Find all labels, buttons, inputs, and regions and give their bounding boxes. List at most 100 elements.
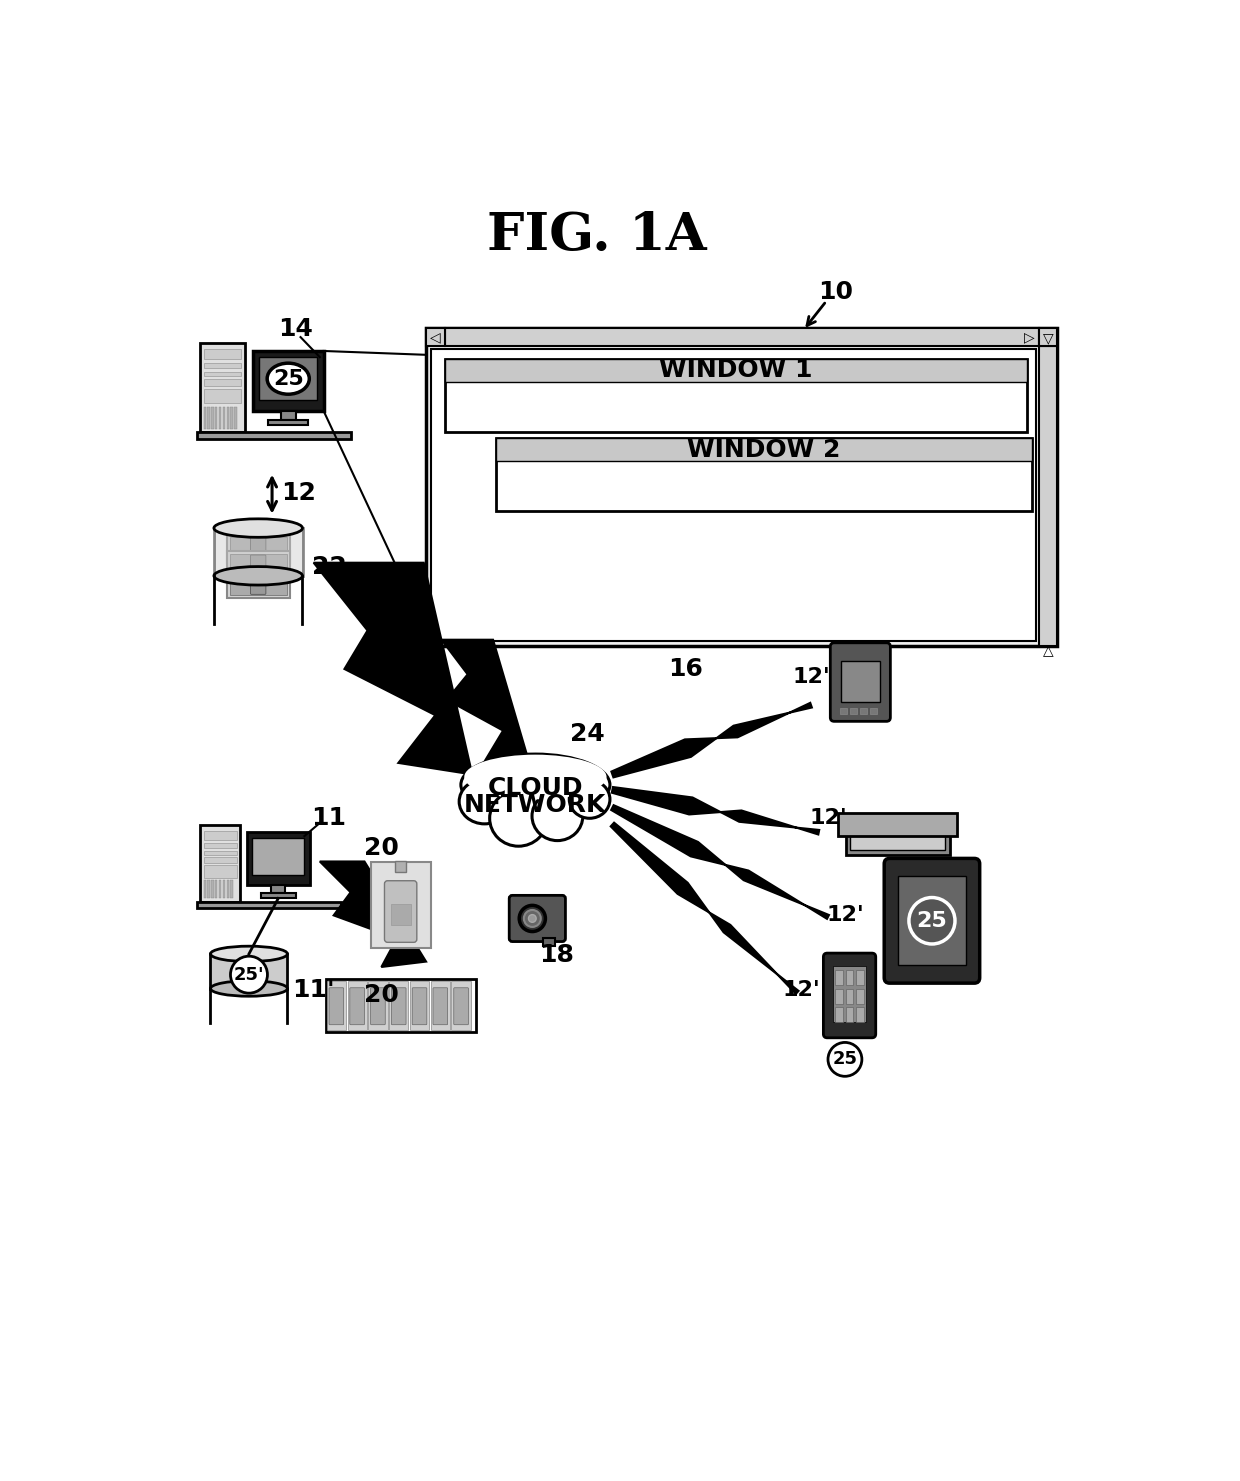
FancyBboxPatch shape <box>884 859 980 983</box>
Bar <box>869 708 877 714</box>
Text: 11': 11' <box>293 977 335 1003</box>
Bar <box>272 884 285 893</box>
FancyBboxPatch shape <box>250 555 265 576</box>
Bar <box>219 407 221 428</box>
Bar <box>444 327 1039 347</box>
Bar <box>205 372 242 376</box>
Polygon shape <box>611 703 812 778</box>
Bar <box>326 979 476 1032</box>
Bar <box>260 893 296 897</box>
Bar <box>444 358 1027 432</box>
Bar <box>543 939 556 946</box>
Circle shape <box>520 905 546 932</box>
Bar <box>207 407 210 428</box>
Circle shape <box>523 909 541 927</box>
Bar <box>427 327 444 347</box>
Bar <box>205 850 237 855</box>
Ellipse shape <box>215 567 303 585</box>
Text: 22: 22 <box>312 554 347 579</box>
Circle shape <box>828 1043 862 1077</box>
Bar <box>496 438 1032 461</box>
Bar <box>203 407 206 428</box>
FancyBboxPatch shape <box>831 643 890 721</box>
Bar <box>203 880 206 899</box>
FancyBboxPatch shape <box>392 988 405 1025</box>
Bar <box>205 390 242 403</box>
Bar <box>268 421 309 425</box>
Bar <box>389 980 408 1031</box>
Polygon shape <box>611 822 799 994</box>
Text: 14: 14 <box>278 317 312 342</box>
Text: ▽: ▽ <box>1043 330 1054 345</box>
Bar <box>197 432 351 438</box>
FancyBboxPatch shape <box>329 988 343 1025</box>
FancyBboxPatch shape <box>838 813 957 837</box>
Text: 25: 25 <box>832 1050 857 1068</box>
FancyBboxPatch shape <box>250 538 265 558</box>
Bar <box>326 980 346 1031</box>
Bar <box>205 843 237 847</box>
Bar <box>496 438 1032 511</box>
Text: 24: 24 <box>570 721 605 745</box>
Bar <box>231 880 233 899</box>
Bar <box>898 877 966 966</box>
Bar <box>835 988 843 1004</box>
Bar <box>857 1007 864 1022</box>
Bar <box>201 344 246 432</box>
Bar <box>205 348 242 360</box>
Bar <box>839 708 847 714</box>
Text: 25': 25' <box>233 966 264 983</box>
Bar <box>205 363 242 367</box>
Bar <box>841 661 879 702</box>
Bar <box>234 407 237 428</box>
Text: 20: 20 <box>365 835 399 859</box>
Text: 25: 25 <box>916 911 947 930</box>
Ellipse shape <box>532 791 583 841</box>
Bar <box>215 880 217 899</box>
Bar <box>849 708 857 714</box>
Text: 12': 12' <box>792 666 830 687</box>
Text: 12': 12' <box>827 905 864 926</box>
Bar <box>451 980 471 1031</box>
Bar <box>846 815 950 855</box>
Text: ▷: ▷ <box>1024 330 1035 344</box>
FancyBboxPatch shape <box>510 896 565 942</box>
Bar <box>215 407 217 428</box>
Bar <box>211 880 213 899</box>
Bar <box>205 865 237 878</box>
Bar <box>396 860 405 872</box>
Polygon shape <box>441 640 534 779</box>
FancyBboxPatch shape <box>433 988 448 1025</box>
Bar <box>1039 327 1058 347</box>
Ellipse shape <box>909 897 955 943</box>
Bar <box>444 358 1027 382</box>
Bar <box>430 350 1035 641</box>
Bar <box>391 903 410 926</box>
Text: ◁: ◁ <box>430 330 440 344</box>
Polygon shape <box>314 563 472 775</box>
Bar <box>227 569 290 598</box>
Ellipse shape <box>267 363 309 394</box>
Bar <box>857 988 864 1004</box>
Text: 11: 11 <box>311 806 346 831</box>
Text: 16: 16 <box>668 658 703 681</box>
FancyBboxPatch shape <box>454 988 469 1025</box>
Text: △: △ <box>1043 644 1054 659</box>
Bar <box>253 351 324 412</box>
Bar <box>846 1007 853 1022</box>
Text: 10: 10 <box>818 280 853 304</box>
FancyBboxPatch shape <box>823 954 875 1038</box>
Ellipse shape <box>461 754 610 816</box>
Bar <box>201 825 241 902</box>
Bar <box>223 880 226 899</box>
FancyBboxPatch shape <box>371 988 386 1025</box>
Bar <box>229 536 286 560</box>
Bar <box>857 970 864 985</box>
Bar <box>227 407 229 428</box>
Bar <box>215 529 303 576</box>
Bar <box>835 970 843 985</box>
Ellipse shape <box>215 518 303 538</box>
Bar <box>430 980 450 1031</box>
Bar <box>832 966 867 1022</box>
Ellipse shape <box>464 755 606 800</box>
